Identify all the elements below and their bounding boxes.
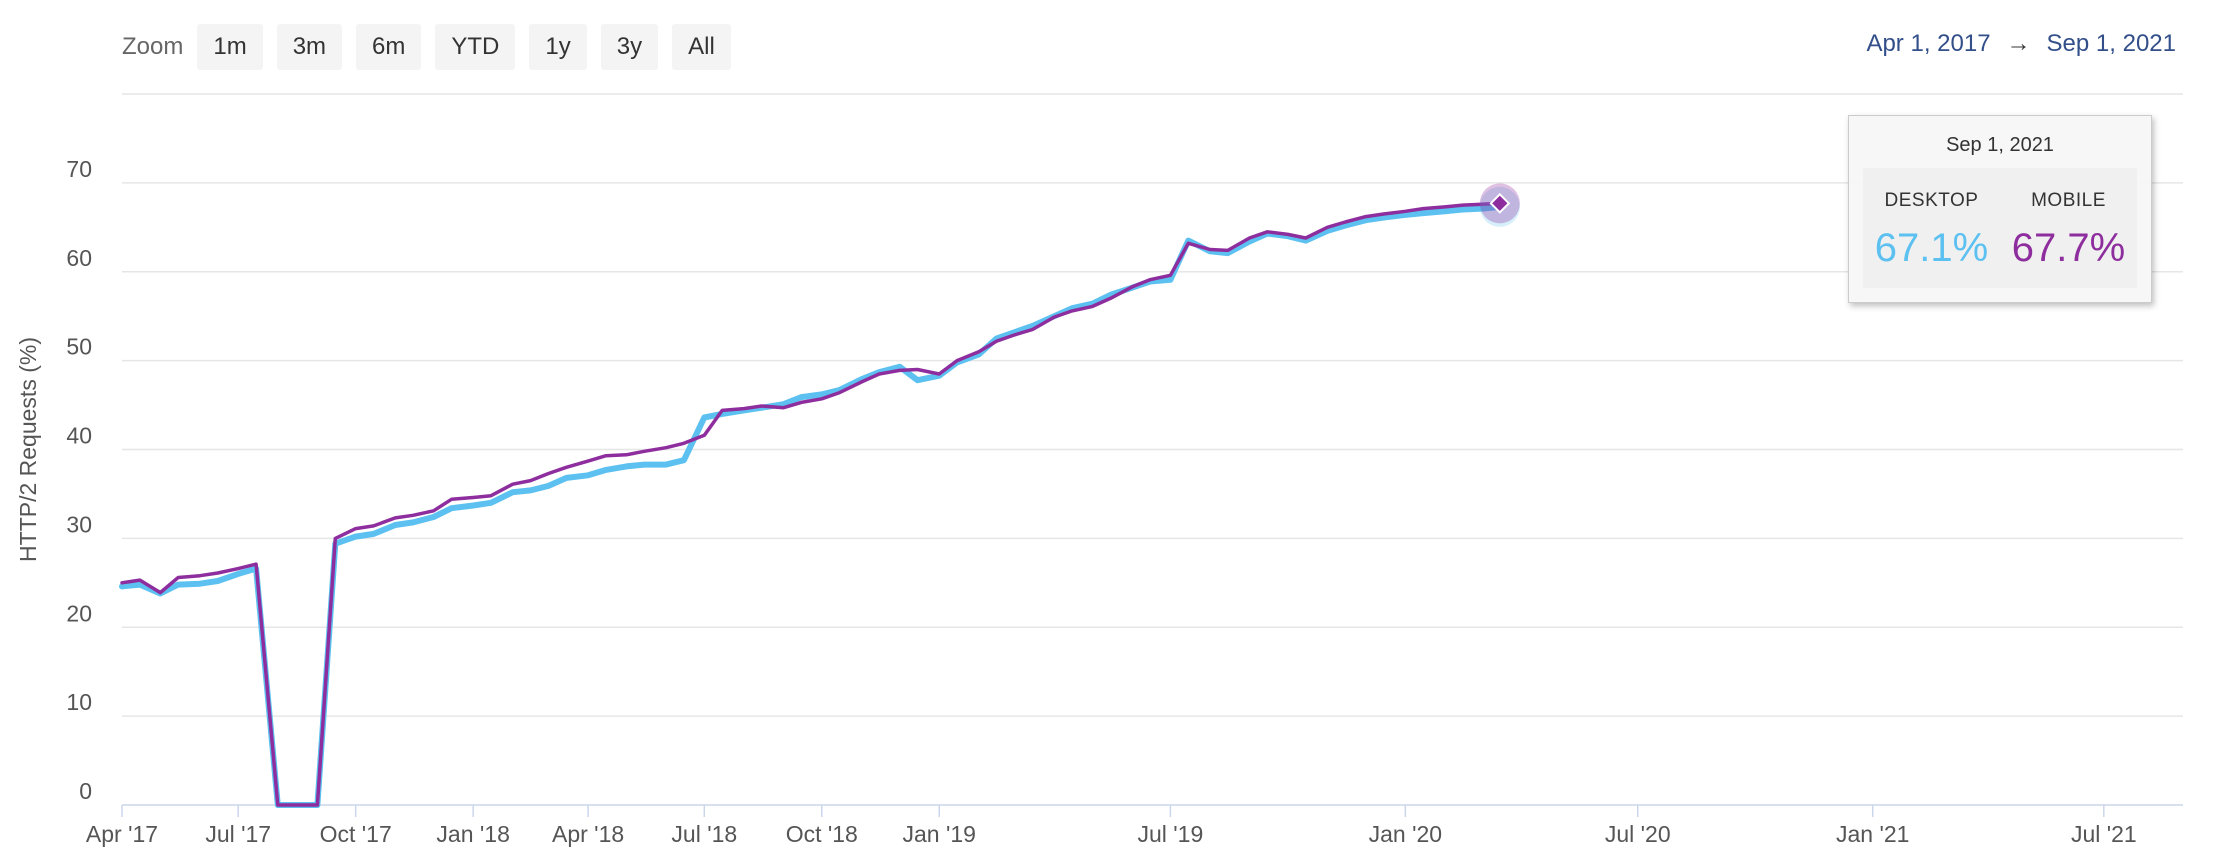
y-tick-label: 0 bbox=[79, 778, 92, 804]
x-tick-label: Jan '20 bbox=[1369, 821, 1442, 847]
x-tick-label: Oct '18 bbox=[786, 821, 858, 847]
y-axis-ticks: 0 10 20 30 40 50 60 70 bbox=[66, 156, 92, 804]
x-tick-label: Jul '19 bbox=[1137, 821, 1203, 847]
x-tick-label: Jan '21 bbox=[1836, 821, 1909, 847]
x-tick-label: Apr '18 bbox=[552, 821, 624, 847]
series-lines bbox=[119, 201, 1503, 808]
y-tick-label: 50 bbox=[66, 334, 92, 360]
series-line-desktop bbox=[119, 203, 1503, 808]
x-tick-label: Jan '19 bbox=[903, 821, 976, 847]
zoom-6m-button[interactable]: 6m bbox=[356, 24, 422, 70]
range-to-date[interactable]: Sep 1, 2021 bbox=[2046, 30, 2176, 57]
x-tick-label: Jan '18 bbox=[436, 821, 509, 847]
tooltip: Sep 1, 2021 DESKTOP 67.1% MOBILE 67.7% bbox=[1848, 115, 2152, 303]
date-range: Apr 1, 2017 → Sep 1, 2021 bbox=[1866, 30, 2176, 58]
hover-markers bbox=[1479, 183, 1520, 227]
zoom-ytd-button[interactable]: YTD bbox=[435, 24, 516, 70]
x-tick-label: Jul '20 bbox=[1605, 821, 1671, 847]
tooltip-desktop-value: 67.1% bbox=[1874, 226, 1989, 270]
x-tick-label: Apr '17 bbox=[86, 821, 158, 847]
zoom-3y-button[interactable]: 3y bbox=[600, 24, 659, 70]
tooltip-desktop-label: DESKTOP bbox=[1884, 190, 1979, 211]
y-tick-label: 70 bbox=[66, 156, 92, 182]
y-tick-label: 10 bbox=[66, 689, 92, 715]
grid-lines bbox=[122, 93, 2183, 806]
y-tick-label: 60 bbox=[66, 245, 92, 271]
zoom-bar: Zoom 1m 3m 6m YTD 1y 3y All bbox=[122, 24, 745, 70]
zoom-all-button[interactable]: All bbox=[672, 24, 731, 70]
y-tick-label: 30 bbox=[66, 511, 92, 537]
tooltip-mobile-value: 67.7% bbox=[2011, 226, 2126, 270]
x-tick-label: Jul '18 bbox=[671, 821, 737, 847]
zoom-1y-button[interactable]: 1y bbox=[529, 24, 587, 70]
y-tick-label: 40 bbox=[66, 423, 92, 449]
x-tick-label: Oct '17 bbox=[320, 821, 392, 847]
zoom-3m-button[interactable]: 3m bbox=[276, 24, 343, 70]
x-tick-label: Jul '21 bbox=[2071, 821, 2137, 847]
x-tick-label: Jul '17 bbox=[205, 821, 271, 847]
zoom-1m-button[interactable]: 1m bbox=[197, 24, 263, 70]
tooltip-mobile: MOBILE 67.7% bbox=[2000, 168, 2137, 271]
mobile-hover-marker-icon bbox=[1489, 192, 1511, 214]
series-line-mobile bbox=[120, 201, 1502, 807]
x-axis-ticks: Apr '17 Jul '17 Oct '17 Jan '18 Apr '18 Jul '… bbox=[86, 805, 2137, 847]
tooltip-values: DESKTOP 67.1% MOBILE 67.7% bbox=[1863, 168, 2137, 288]
tooltip-mobile-label: MOBILE bbox=[2031, 190, 2106, 211]
zoom-label: Zoom bbox=[122, 33, 184, 60]
range-from-date[interactable]: Apr 1, 2017 bbox=[1866, 30, 1991, 57]
y-tick-label: 20 bbox=[66, 600, 92, 626]
range-arrow-icon: → bbox=[2006, 30, 2031, 57]
tooltip-desktop: DESKTOP 67.1% bbox=[1863, 168, 2000, 271]
tooltip-date: Sep 1, 2021 bbox=[1946, 134, 2054, 156]
y-axis-label: HTTP/2 Requests (%) bbox=[15, 337, 41, 562]
